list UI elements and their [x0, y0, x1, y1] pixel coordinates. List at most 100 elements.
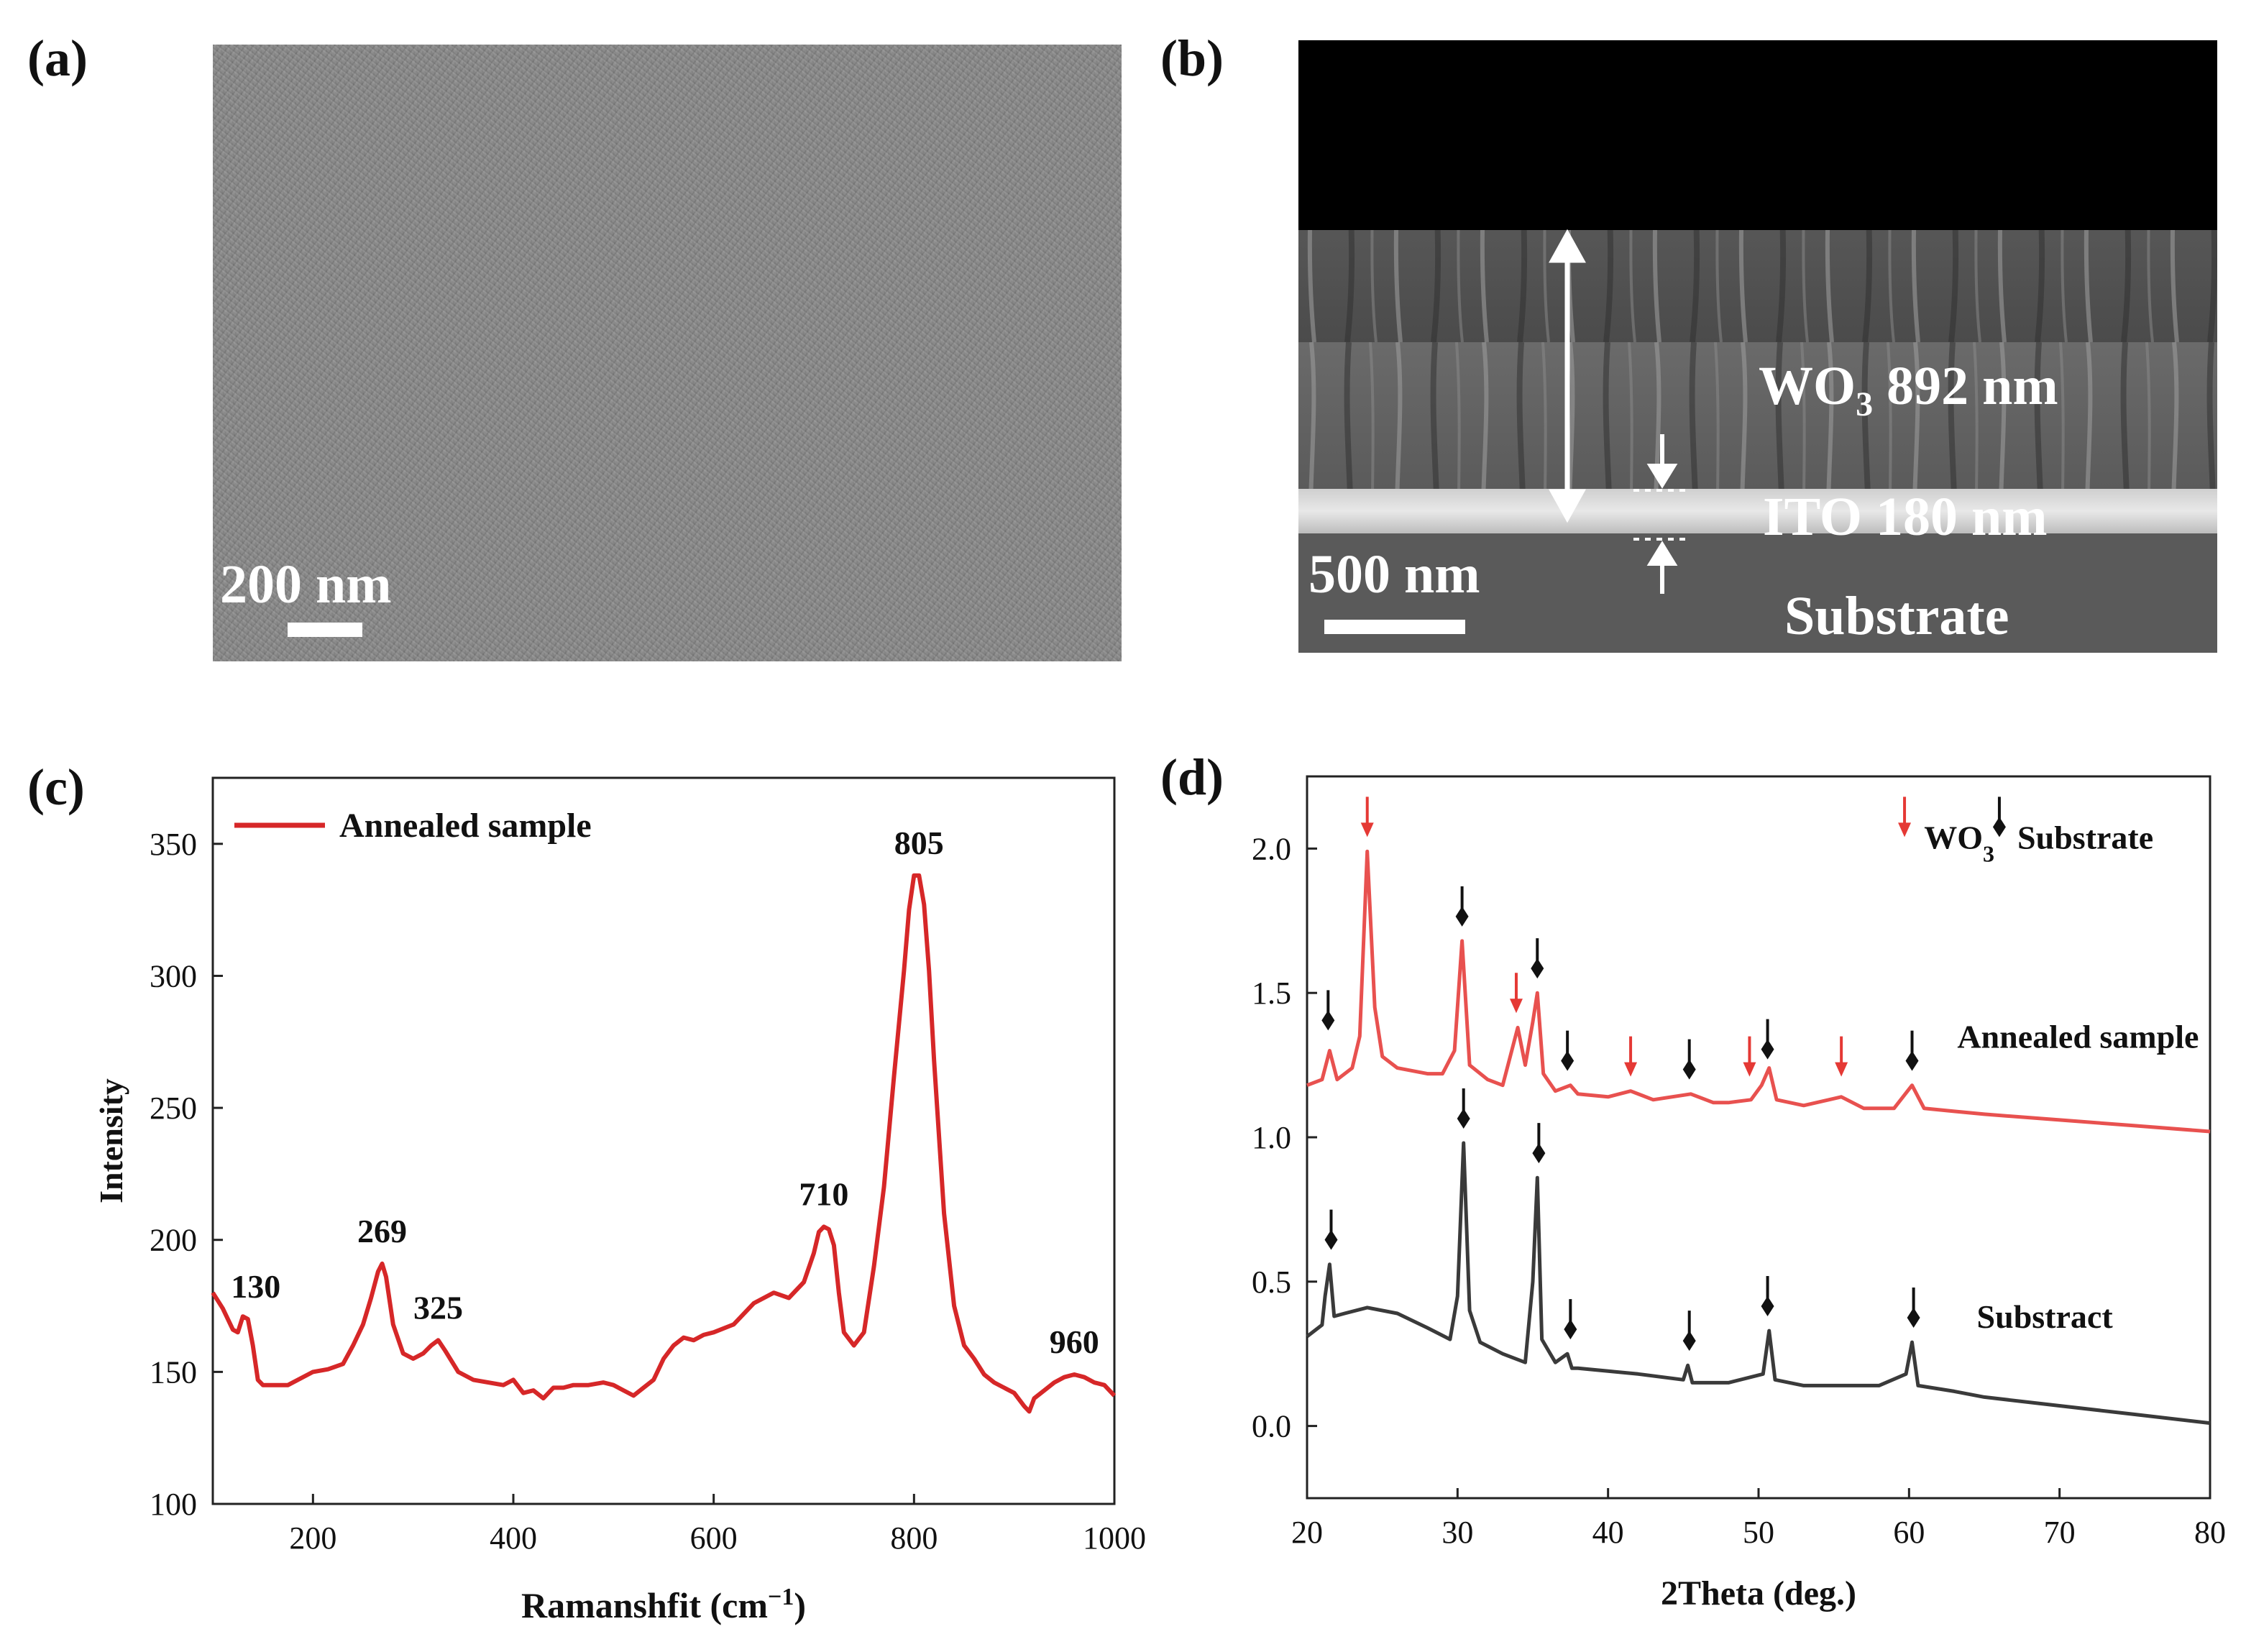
wo3-peak-marker: [1835, 1036, 1848, 1077]
x-tick-label-d: 70: [2044, 1515, 2076, 1550]
marker-diamond-head: [1682, 1059, 1696, 1080]
marker-arrow-head: [1835, 1062, 1848, 1077]
sem-image-top-view: 200 nm: [213, 45, 1122, 661]
peak-label: 710: [799, 1175, 848, 1212]
panel-label-b: (b): [1160, 29, 1224, 87]
marker-diamond-head: [1531, 958, 1544, 979]
marker-diamond-head: [1457, 1108, 1470, 1129]
substrate-peak-marker: [1761, 1275, 1774, 1316]
y-tick-label-d: 1.5: [1252, 976, 1291, 1011]
substrate-layer-label: Substrate: [1784, 586, 2009, 646]
x-tick-label-c: 1000: [1083, 1520, 1146, 1556]
x-tick-label-d: 20: [1291, 1515, 1323, 1550]
peak-label: 130: [231, 1268, 280, 1305]
substrate-peak-marker: [1761, 1019, 1774, 1060]
x-tick-label-c: 400: [490, 1520, 537, 1556]
x-tick-label-c: 800: [890, 1520, 938, 1556]
wo3-formula: WO: [1759, 356, 1856, 416]
substrate-peak-marker: [1455, 886, 1469, 927]
marker-arrow-head: [1898, 822, 1912, 838]
y-tick-label-c: 350: [150, 827, 197, 862]
wo3-thickness: 892 nm: [1887, 356, 2058, 416]
peak-label: 960: [1050, 1323, 1099, 1360]
legend-wo3-marker: [1898, 797, 1912, 838]
substrate-peak-marker: [1457, 1088, 1470, 1129]
y-tick-label-d: 0.5: [1252, 1265, 1291, 1300]
substrate-peak-marker: [1682, 1039, 1696, 1080]
marker-diamond-head: [1761, 1039, 1774, 1060]
marker-diamond-head: [1561, 1050, 1575, 1071]
marker-diamond-head: [1532, 1143, 1546, 1164]
y-tick-label-c: 100: [150, 1487, 197, 1522]
x-tick-label-d: 60: [1893, 1515, 1925, 1550]
y-tick-label-c: 150: [150, 1354, 197, 1390]
substrate-peak-marker: [1564, 1299, 1577, 1340]
panel-label-c: (c): [27, 758, 85, 816]
legend-substrate-marker: [1992, 797, 2006, 838]
wo3-peak-marker: [1360, 797, 1374, 838]
marker-diamond-head: [1907, 1308, 1920, 1329]
marker-diamond-head: [1761, 1295, 1774, 1316]
y-tick-label-d: 0.0: [1252, 1409, 1291, 1444]
substrate-peak-marker: [1531, 938, 1544, 979]
sem-image-cross-section: WO3 892 nm ITO 180 nm 500 nm Substrate: [1298, 40, 2217, 653]
y-tick-label-c: 200: [150, 1223, 197, 1258]
plot-frame-c: [211, 776, 1116, 1505]
marker-diamond-head: [1564, 1319, 1577, 1340]
scale-bar-a: [288, 623, 362, 637]
marker-diamond-head: [1905, 1050, 1919, 1071]
wo3-peak-marker: [1624, 1036, 1638, 1077]
legend-substrate-label: Substrate: [2017, 819, 2153, 855]
wo3-peak-marker: [1743, 1036, 1756, 1077]
y-tick-label-c: 300: [150, 958, 197, 994]
scale-label-b: 500 nm: [1308, 544, 1480, 605]
wo3-layer-label: WO3 892 nm: [1759, 355, 2058, 424]
legend-label-c: Annealed sample: [339, 807, 592, 845]
legend-wo3-label: WO3: [1924, 819, 1994, 866]
ito-layer-label: ITO 180 nm: [1763, 487, 2048, 547]
substract-series-line: [1306, 1141, 2211, 1426]
wo3-subscript: 3: [1856, 385, 1874, 424]
y-tick-label-d: 1.0: [1252, 1120, 1291, 1155]
series-label-annealed: Annealed sample: [1957, 1019, 2199, 1055]
y-axis-title-c: Intensity: [93, 1078, 129, 1203]
marker-diamond-head: [1324, 1229, 1338, 1250]
x-tick-label-d: 30: [1441, 1515, 1473, 1550]
annealed-series-line: [1306, 849, 2211, 1134]
xrd-chart: 20 30 40 50 60 70 80 0.0 0.5 1.0 1.5 2.0 Annealed sa…: [1252, 775, 2226, 1612]
thickness-arrow-wo3: [1549, 229, 1586, 523]
marker-diamond-head: [1321, 1010, 1335, 1031]
y-tick-label-c: 250: [150, 1091, 197, 1126]
x-axis-title-d: 2Theta (deg.): [1661, 1574, 1856, 1612]
plot-frame-d: [1306, 775, 2211, 1500]
peak-label: 325: [413, 1289, 463, 1326]
x-tick-label-d: 50: [1743, 1515, 1774, 1550]
x-axis-title-c: Ramanshfit (cm−1): [521, 1584, 806, 1626]
marker-arrow-head: [1509, 999, 1523, 1014]
substrate-peak-marker: [1682, 1311, 1696, 1352]
marker-diamond-head: [1682, 1331, 1696, 1352]
x-tick-label-c: 200: [289, 1520, 336, 1556]
substrate-peak-marker: [1905, 1030, 1919, 1071]
x-tick-label-c: 600: [690, 1520, 738, 1556]
y-tick-label-d: 2.0: [1252, 831, 1291, 866]
cross-section-layers: [1298, 40, 2217, 653]
marker-diamond-head: [1992, 817, 2006, 838]
x-tick-label-d: 40: [1592, 1515, 1624, 1550]
series-label-substract: Substract: [1977, 1298, 2114, 1335]
marker-arrow-head: [1360, 822, 1374, 838]
wo3-peak-marker: [1509, 973, 1523, 1014]
peak-label: 805: [894, 825, 944, 861]
substrate-peak-marker: [1324, 1209, 1338, 1250]
substrate-peak-marker: [1561, 1030, 1575, 1071]
x-tick-label-d: 80: [2194, 1515, 2226, 1550]
marker-arrow-head: [1743, 1062, 1756, 1077]
panel-label-a: (a): [27, 29, 88, 87]
peak-label: 269: [357, 1213, 407, 1249]
raman-chart: 200 400 600 800 1000 100 150 200 250 300 350 130 269…: [93, 776, 1146, 1626]
marker-diamond-head: [1455, 906, 1469, 927]
scale-label-a: 200 nm: [220, 554, 392, 615]
thickness-arrows-ito: [1633, 434, 1691, 594]
substrate-peak-marker: [1907, 1288, 1920, 1329]
substrate-peak-marker: [1321, 990, 1335, 1031]
